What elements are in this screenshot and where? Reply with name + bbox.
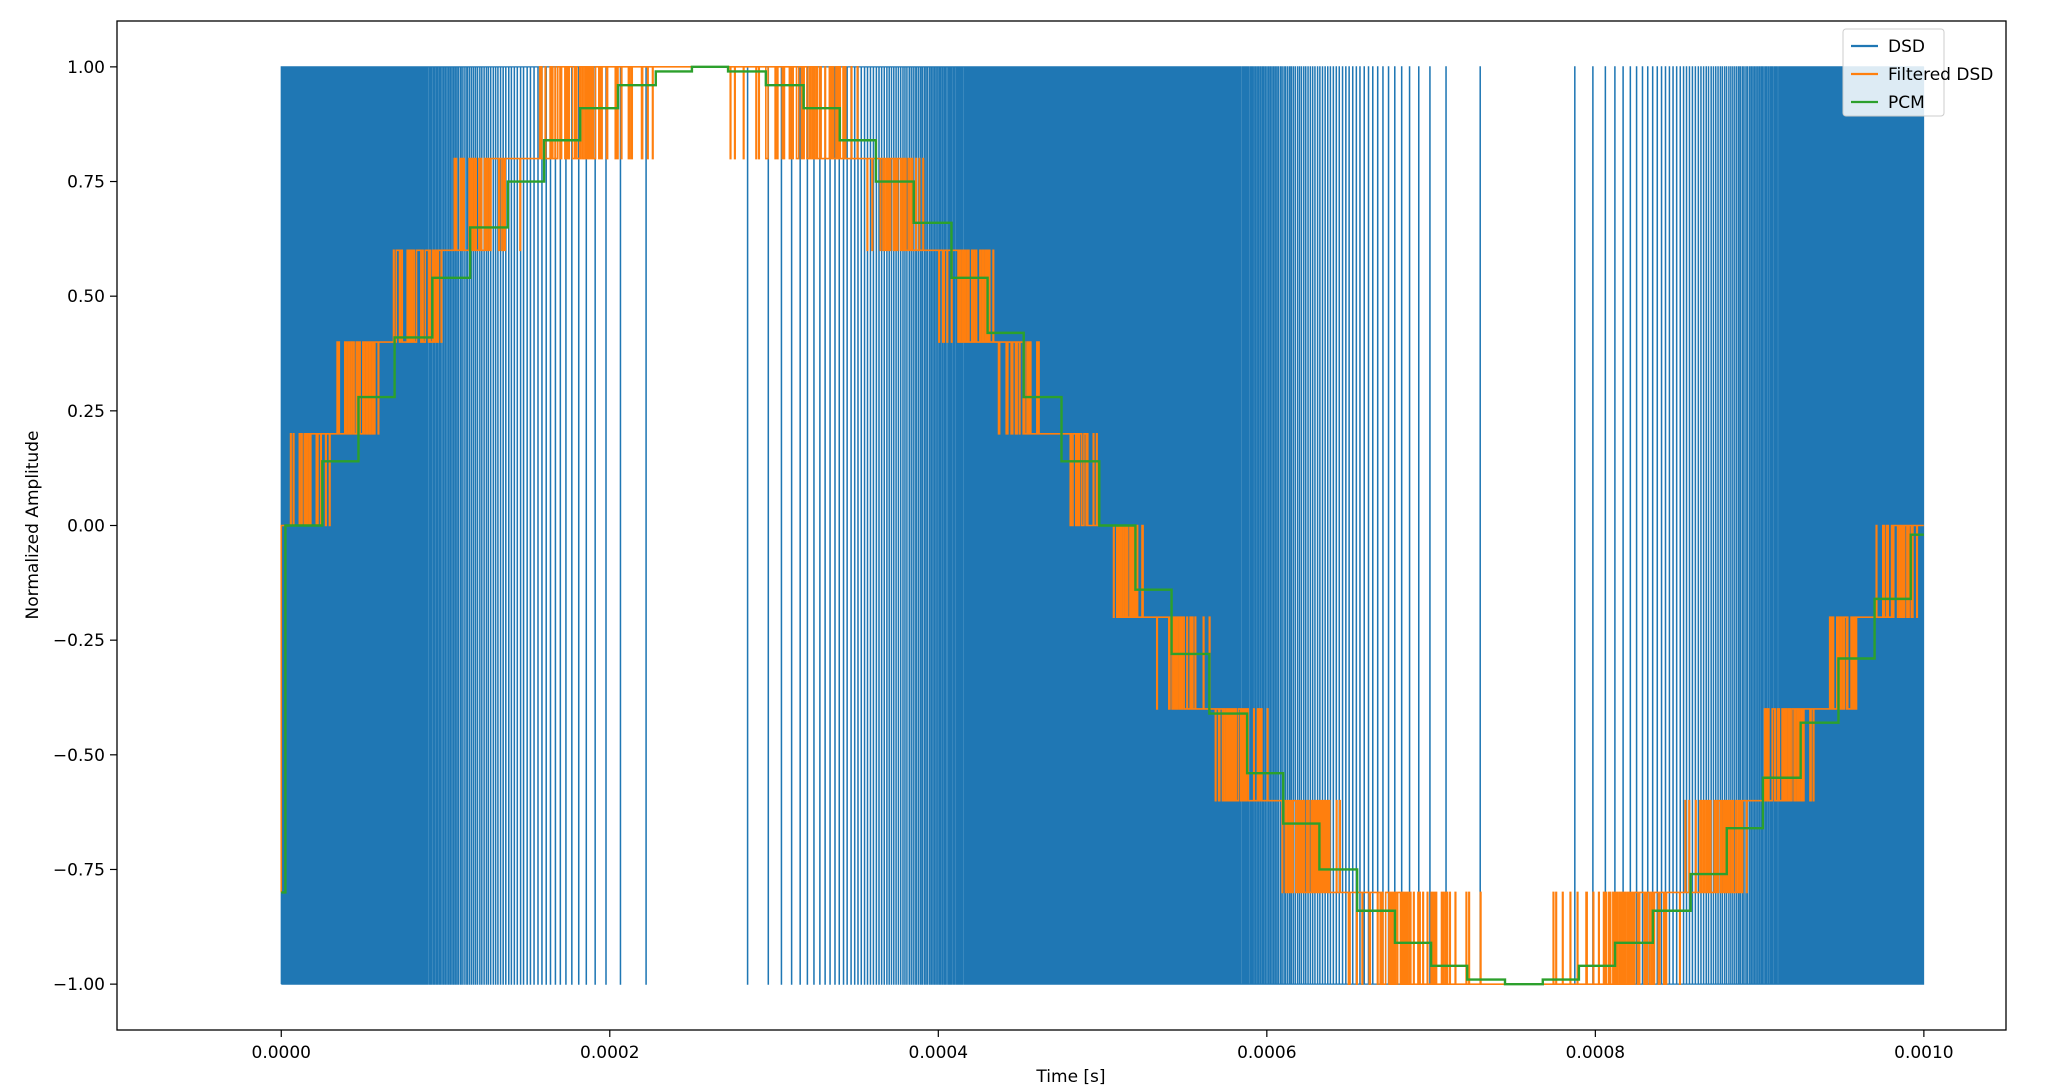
- x-tick-label: 0.0002: [580, 1043, 639, 1063]
- y-axis: 1.00 0.75 0.50 0.25 0.00 −0.25 −0.50 −0.75 −1.00: [53, 58, 117, 995]
- x-axis: 0.0000 0.0002 0.0004 0.0006 0.0008 0.0010: [252, 1030, 1954, 1063]
- y-tick-label: 0.00: [67, 517, 105, 537]
- series-filtered-dsd: [280, 66, 1924, 985]
- series-layer: [280, 65, 1925, 986]
- x-tick-label: 0.0006: [1237, 1043, 1296, 1063]
- legend-label: DSD: [1888, 37, 1925, 57]
- series-pcm: [281, 65, 1924, 986]
- y-tick-label: −0.25: [53, 631, 105, 651]
- y-tick-label: 1.00: [67, 58, 105, 78]
- series-dsd: [280, 66, 1925, 985]
- legend-label: PCM: [1888, 93, 1925, 113]
- y-axis-label: Normalized Amplitude: [23, 431, 43, 620]
- x-tick-label: 0.0010: [1894, 1043, 1953, 1063]
- legend-label: Filtered DSD: [1888, 65, 1993, 85]
- y-tick-label: 0.50: [67, 287, 105, 307]
- y-tick-label: 0.75: [67, 173, 105, 193]
- y-tick-label: −0.75: [53, 860, 105, 880]
- x-tick-label: 0.0000: [252, 1043, 311, 1063]
- x-tick-label: 0.0004: [909, 1043, 968, 1063]
- y-tick-label: −0.50: [53, 746, 105, 766]
- legend-box: [1842, 28, 1945, 117]
- x-tick-label: 0.0008: [1566, 1043, 1625, 1063]
- x-axis-label: Time [s]: [1035, 1067, 1105, 1085]
- legend: DSD Filtered DSD PCM: [1842, 28, 1993, 117]
- y-tick-label: −1.00: [53, 975, 105, 995]
- y-tick-label: 0.25: [67, 402, 105, 422]
